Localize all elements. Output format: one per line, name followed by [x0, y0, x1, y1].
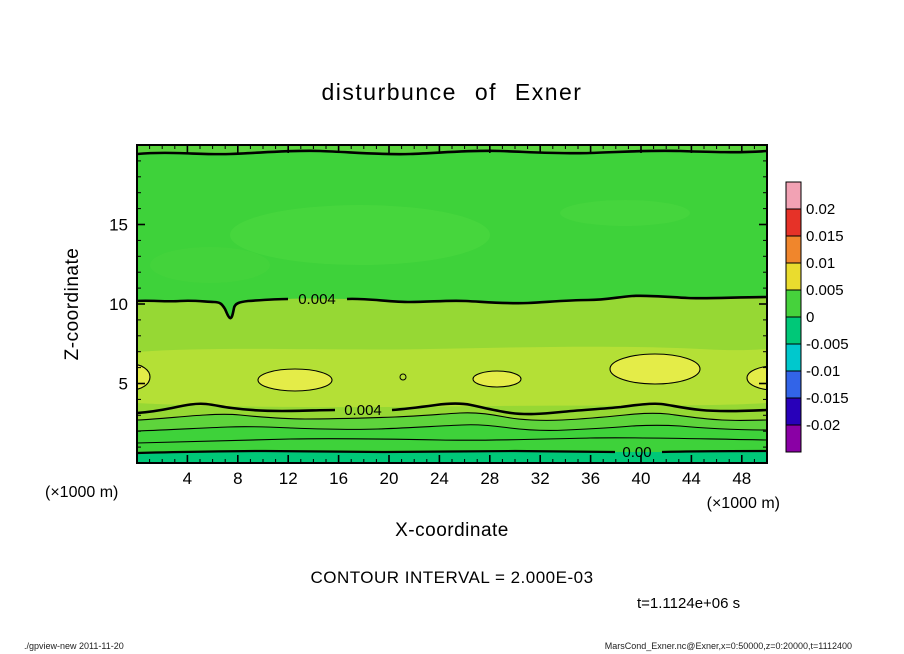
- contour-line-0.00: [137, 449, 616, 455]
- time-annotation: t=1.1124e+06 s: [637, 595, 740, 612]
- contour-line-0.004-upper: [137, 297, 289, 320]
- colorbar-cell: [785, 424, 802, 453]
- contour-closed-maximum: [472, 370, 522, 388]
- colorbar-cell: [785, 181, 802, 210]
- footer-file-text: MarsCond_Exner.nc@Exner,x=0:50000,z=0:20…: [605, 641, 852, 651]
- x-tick-label: 28: [480, 469, 499, 488]
- contour-line-0.00: [661, 449, 767, 454]
- contour-tiny-closed: [399, 373, 407, 381]
- x-tick-label: 4: [183, 469, 192, 488]
- contour-line-thin: [137, 437, 767, 444]
- colorbar-label: -0.01: [806, 363, 840, 380]
- fill-light-patch: [560, 200, 690, 226]
- x-unit-label-right: (×1000 m): [707, 495, 780, 512]
- contour-label-zero: 0.00: [622, 444, 651, 461]
- colorbar-cell: [785, 208, 802, 237]
- x-unit-label-left: (×1000 m): [45, 484, 118, 501]
- fill-light-patch: [230, 205, 490, 265]
- x-tick-label: 36: [581, 469, 600, 488]
- x-tick-label: 32: [531, 469, 550, 488]
- colorbar-cell: [785, 316, 802, 345]
- x-tick-label: 24: [430, 469, 449, 488]
- colorbar-label: -0.02: [806, 417, 840, 434]
- x-axis-label: X-coordinate: [395, 520, 509, 541]
- fill-band-inner: [137, 346, 767, 408]
- colorbar: 0.02 0.015 0.01 0.005 0 -0.005 -0.01 -0.015 -0.0…: [785, 181, 849, 453]
- x-tick-label: 20: [380, 469, 399, 488]
- colorbar-label: 0.02: [806, 201, 835, 218]
- x-tick-label: 16: [329, 469, 348, 488]
- x-tick-label: 44: [682, 469, 701, 488]
- fill-negative-strip: [137, 451, 767, 463]
- x-axis-ticks: 4 8 12 16 20 24 28 32 36 40 44 48: [149, 145, 755, 488]
- colorbar-label: 0.01: [806, 255, 835, 272]
- contour-line-top-thick: [137, 149, 767, 156]
- colorbar-label: -0.005: [806, 336, 849, 353]
- contour-interval-text: CONTOUR INTERVAL = 2.000E-03: [310, 568, 593, 587]
- colorbar-cell: [785, 235, 802, 264]
- colorbar-label: 0.015: [806, 228, 844, 245]
- contour-closed-maximum: [609, 353, 701, 385]
- fill-lower-strip: [137, 412, 767, 431]
- y-axis-ticks: 5 10 15: [109, 160, 767, 448]
- contour-line-0.004-lower: [137, 402, 336, 415]
- colorbar-cell: [785, 262, 802, 291]
- contour-label-lower: 0.004: [344, 402, 382, 419]
- chart-title: disturbunce of Exner: [322, 79, 583, 105]
- contour-closed-maximum: [257, 368, 333, 392]
- y-tick-label: 5: [119, 375, 128, 394]
- x-tick-label: 8: [233, 469, 242, 488]
- plot-area: 0.004 0.004 0.00: [137, 145, 767, 463]
- x-tick-label: 48: [732, 469, 751, 488]
- fill-light-patch: [150, 247, 270, 283]
- colorbar-cell: [785, 343, 802, 372]
- x-tick-label: 12: [279, 469, 298, 488]
- x-tick-label: 40: [632, 469, 651, 488]
- colorbar-label: -0.015: [806, 390, 849, 407]
- contour-label-upper: 0.004: [298, 291, 336, 308]
- y-tick-label: 15: [109, 216, 128, 235]
- colorbar-label: 0: [806, 309, 814, 326]
- contour-line-0.004-upper: [346, 294, 767, 305]
- colorbar-label: 0.005: [806, 282, 844, 299]
- colorbar-cell: [785, 370, 802, 399]
- footer-command-text: ./gpview-new 2011-11-20: [24, 641, 124, 651]
- colorbar-cell: [785, 397, 802, 426]
- y-axis-label: Z-coordinate: [62, 248, 83, 361]
- contour-line-thin: [137, 424, 767, 432]
- contour-line-0.004-lower: [391, 402, 767, 416]
- colorbar-cell: [785, 289, 802, 318]
- contour-line-thin: [137, 412, 767, 421]
- y-tick-label: 10: [109, 295, 128, 314]
